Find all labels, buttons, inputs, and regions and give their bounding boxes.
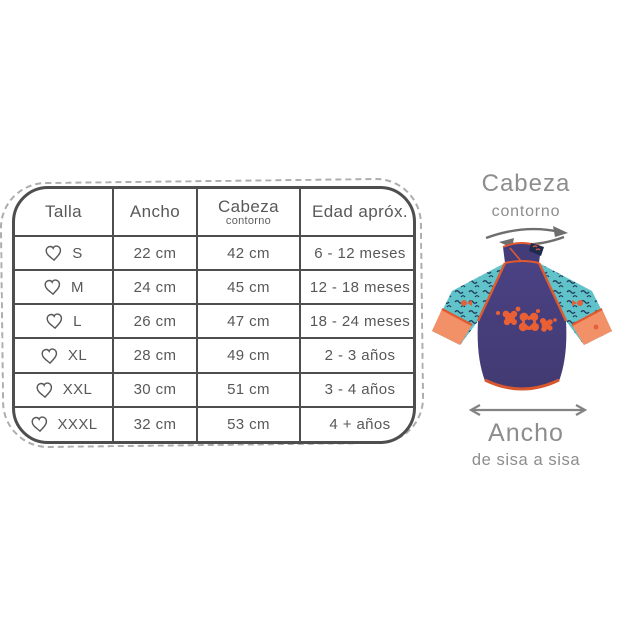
heart-outline-icon <box>29 415 49 434</box>
size-table: Talla Ancho Cabeza contorno Edad apróx. <box>15 189 413 441</box>
size-label: L <box>73 312 82 330</box>
heart-outline-icon <box>45 312 65 331</box>
width-measure-label: Ancho <box>488 419 564 447</box>
size-label: XXXL <box>57 415 98 433</box>
heart-outline-icon <box>39 346 59 365</box>
edad-value: 6 - 12 meses <box>300 236 413 272</box>
rash-guard-shirt-image <box>426 239 618 412</box>
ancho-value: 30 cm <box>113 372 198 408</box>
table-row: XXXL 32 cm 53 cm 4 + años <box>15 406 413 441</box>
width-measure-sublabel: de sisa a sisa <box>471 451 581 469</box>
cabeza-value: 49 cm <box>197 338 301 374</box>
ancho-value: 26 cm <box>113 304 198 340</box>
size-label: XXL <box>62 381 93 399</box>
size-label: M <box>71 278 84 296</box>
size-label: S <box>72 244 83 262</box>
col-header-cabeza-title: Cabeza <box>218 197 279 216</box>
heart-outline-icon <box>34 380 54 399</box>
heart-outline-icon <box>42 278 62 297</box>
left-sleeve <box>432 263 505 345</box>
edad-value: 12 - 18 meses <box>300 270 413 306</box>
table-row: S 22 cm 42 cm 6 - 12 meses <box>15 236 413 272</box>
cabeza-value: 45 cm <box>197 270 301 306</box>
col-header-edad: Edad apróx. <box>300 189 413 237</box>
head-measure-sublabel: contorno <box>491 203 561 220</box>
col-header-talla: Talla <box>15 189 114 237</box>
header-row: Talla Ancho Cabeza contorno Edad apróx. <box>15 189 413 237</box>
col-header-ancho: Ancho <box>113 189 198 237</box>
cabeza-value: 53 cm <box>197 406 301 441</box>
size-table-frame: Talla Ancho Cabeza contorno Edad apróx. <box>12 186 416 444</box>
ancho-value: 28 cm <box>113 338 198 374</box>
table-row: XL 28 cm 49 cm 2 - 3 años <box>15 338 413 374</box>
head-measure-label: Cabeza <box>481 170 571 197</box>
ancho-value: 32 cm <box>113 406 198 441</box>
right-sleeve <box>539 263 612 345</box>
col-header-cabeza-sub: contorno <box>225 215 272 227</box>
cabeza-value: 47 cm <box>197 304 301 340</box>
heart-cutout <box>524 319 534 327</box>
heart-outline-icon <box>44 243 64 262</box>
collar <box>502 242 544 264</box>
ancho-value: 22 cm <box>113 236 198 272</box>
col-header-cabeza: Cabeza contorno <box>197 189 301 237</box>
table-row: M 24 cm 45 cm 12 - 18 meses <box>15 270 413 306</box>
table-row: XXL 30 cm 51 cm 3 - 4 años <box>15 372 413 408</box>
edad-value: 4 + años <box>329 415 391 433</box>
size-chart: Talla Ancho Cabeza contorno Edad apróx. <box>0 177 425 449</box>
edad-value: 2 - 3 años <box>300 338 413 374</box>
cabeza-value: 51 cm <box>197 372 301 408</box>
table-row: L 26 cm 47 cm 18 - 24 meses <box>15 304 413 340</box>
chest-flower-print <box>496 306 557 332</box>
edad-value: 3 - 4 años <box>300 372 413 408</box>
edad-value: 18 - 24 meses <box>300 304 413 340</box>
horizontal-double-arrow-icon <box>466 403 590 422</box>
size-label: XL <box>67 347 88 365</box>
cabeza-value: 42 cm <box>197 236 301 272</box>
ancho-value: 24 cm <box>113 270 198 306</box>
